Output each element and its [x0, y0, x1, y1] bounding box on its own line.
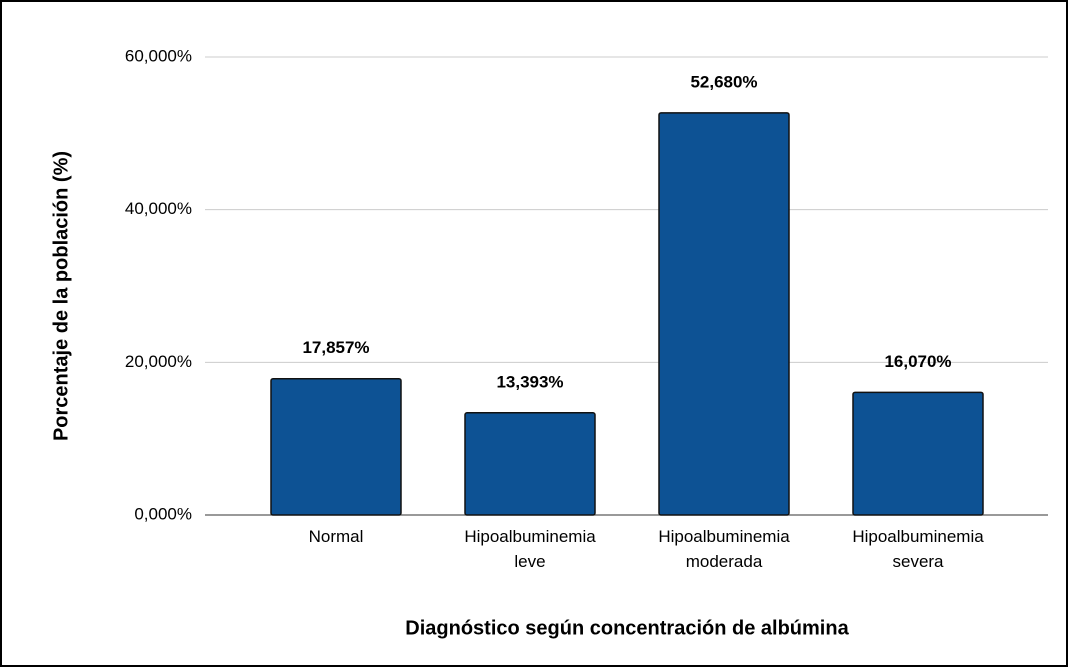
y-axis-title: Porcentaje de la población (%)	[50, 151, 72, 441]
bar	[270, 377, 402, 516]
bar	[658, 112, 790, 516]
y-tick-label: 20,000%	[125, 352, 192, 371]
bar	[464, 412, 596, 516]
data-label: 52,680%	[690, 72, 757, 91]
data-label: 17,857%	[302, 338, 369, 357]
y-tick-label: 0,000%	[134, 504, 192, 523]
y-tick-label: 40,000%	[125, 199, 192, 218]
x-tick-label: Hipoalbuminemia leve	[464, 527, 596, 571]
data-label: 13,393%	[496, 372, 563, 391]
x-axis-title: Diagnóstico según concentración de albúm…	[405, 617, 849, 639]
x-tick-label: Hipoalbuminemia moderada	[658, 527, 790, 571]
x-tick-label: Normal	[308, 527, 364, 546]
data-label: 16,070%	[884, 352, 951, 371]
x-tick-label: Hipoalbuminemia severa	[852, 527, 984, 571]
bar	[852, 391, 984, 516]
y-tick-label: 60,000%	[125, 46, 192, 65]
